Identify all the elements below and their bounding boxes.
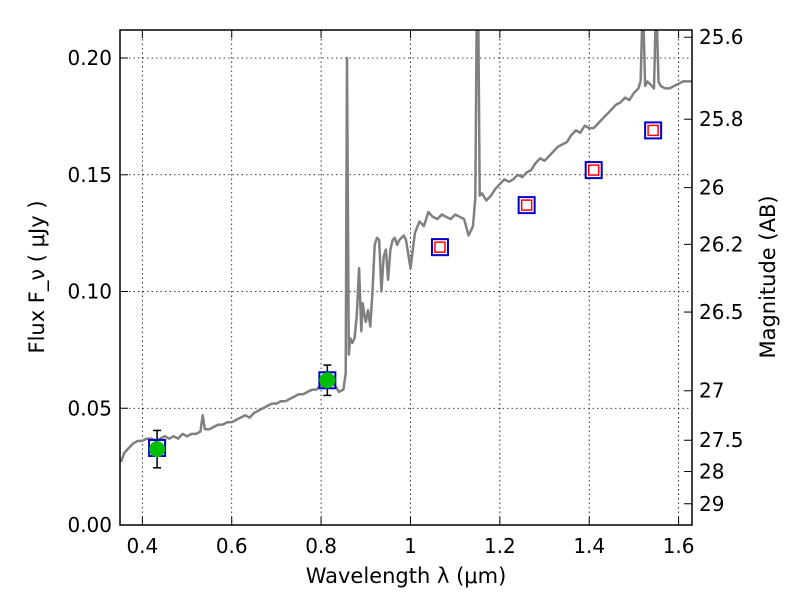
y2-tick-label: 27.5 [699, 428, 744, 452]
model-box-marker [517, 196, 536, 215]
x-tick-label: 0.4 [126, 534, 158, 558]
y-tick-label: 0.15 [67, 163, 112, 187]
x-tick-label: 1.2 [484, 534, 516, 558]
x-axis-title: Wavelength λ (μm) [306, 564, 507, 588]
photometry-markers [148, 121, 663, 469]
x-tick-label: 1.6 [663, 534, 695, 558]
observed-point [319, 372, 336, 389]
y2-axis-title: Magnitude (AB) [756, 195, 780, 358]
y2-tick-label: 26.5 [699, 300, 744, 324]
y-axis-title: Flux F_ν ( μJy ) [25, 200, 50, 353]
y-axis-left: 0.00 0.05 0.10 0.15 0.20 [67, 46, 128, 537]
x-tick-label: 1.4 [573, 534, 605, 558]
model-box-marker [430, 238, 449, 257]
y2-tick-label: 25.6 [699, 25, 744, 49]
observed-point [149, 441, 166, 458]
y-tick-label: 0.20 [67, 46, 112, 70]
y2-tick-label: 26.2 [699, 232, 744, 256]
grid [120, 30, 692, 525]
predicted-point [520, 199, 533, 211]
x-tick-label: 0.8 [305, 534, 337, 558]
y2-tick-label: 27 [699, 379, 724, 403]
y2-tick-label: 25.8 [699, 107, 744, 131]
x-tick-label: 1 [404, 534, 417, 558]
x-tick-label: 0.6 [216, 534, 248, 558]
y-axis-right: 25.6 25.8 26 26.2 26.5 27 27.5 28 29 [684, 25, 744, 516]
spectrum-line [120, 30, 692, 463]
predicted-point [587, 164, 600, 176]
predicted-point [434, 241, 446, 253]
y2-tick-label: 28 [699, 460, 724, 484]
model-box-marker [644, 121, 663, 140]
x-axis: 0.4 0.6 0.8 1 1.2 1.4 1.6 [126, 30, 695, 558]
y-tick-label: 0.00 [67, 513, 112, 537]
spectrum-series [120, 30, 692, 463]
y-tick-label: 0.10 [67, 280, 112, 304]
y2-tick-label: 29 [699, 492, 724, 516]
y2-tick-label: 26 [699, 176, 724, 200]
predicted-point [647, 124, 659, 137]
model-box-marker [584, 161, 603, 180]
y-tick-label: 0.05 [67, 396, 112, 420]
plot-frame [119, 29, 693, 526]
